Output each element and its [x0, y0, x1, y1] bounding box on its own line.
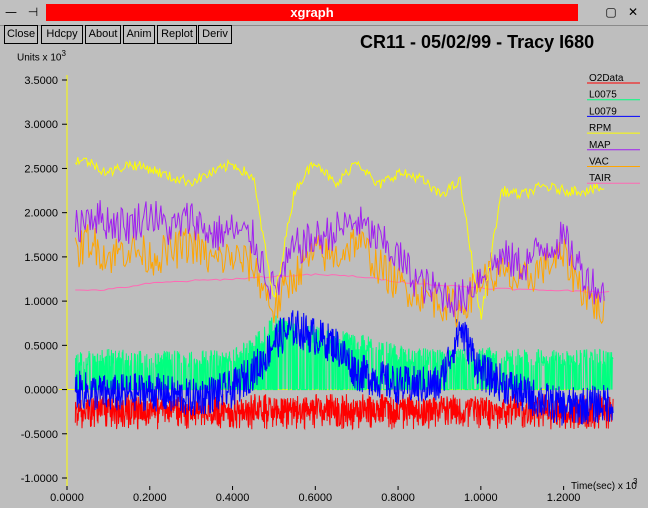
x-tick-label: 0.2000: [133, 492, 167, 504]
series-line-vac: [74, 224, 605, 328]
x-tick-label: 0.4000: [216, 492, 250, 504]
pin-icon[interactable]: ⊣: [27, 5, 39, 19]
series-line-o2data: [74, 393, 614, 431]
y-tick-label: 2.5000: [24, 163, 58, 175]
x-tick-label: 1.2000: [547, 492, 581, 504]
y-tick-label: 0.5000: [24, 340, 58, 352]
deriv-button[interactable]: Deriv: [198, 25, 232, 44]
x-tick-label: 0.8000: [381, 492, 415, 504]
series-line-tair: [75, 273, 610, 294]
window-titlebar: — ⊣ xgraph ▢ ✕: [0, 0, 648, 26]
hdcpy-button[interactable]: Hdcpy: [41, 25, 83, 44]
plot-title: CR11 - 05/02/99 - Tracy I680: [360, 32, 595, 52]
y-tick-label: 1.5000: [24, 252, 58, 264]
about-button[interactable]: About: [85, 25, 121, 44]
replot-button[interactable]: Replot: [157, 25, 197, 44]
x-tick-label: 1.0000: [464, 492, 498, 504]
y-units-label: Units x 103: [17, 49, 66, 64]
legend-label-rpm: RPM: [589, 123, 611, 134]
y-tick-label: -0.5000: [21, 429, 58, 441]
x-tick-label: 0.6000: [298, 492, 332, 504]
x-units-exp: 3: [633, 477, 638, 486]
series-line-map: [74, 200, 605, 318]
legend-label-l0075: L0075: [589, 90, 617, 101]
y-tick-label: 3.5000: [24, 75, 58, 87]
legend-label-tair: TAIR: [589, 173, 611, 184]
series-line-rpm: [74, 157, 605, 320]
close-button[interactable]: Close: [4, 25, 38, 44]
y-tick-label: 3.0000: [24, 119, 58, 131]
x-tick-label: 0.0000: [50, 492, 84, 504]
legend-label-o2data: O2Data: [589, 73, 624, 84]
anim-button[interactable]: Anim: [123, 25, 155, 44]
x-units-label: Time(sec) x 10: [571, 481, 637, 492]
legend-label-l0079: L0079: [589, 106, 617, 117]
y-tick-label: 2.0000: [24, 208, 58, 220]
close-window-icon[interactable]: ✕: [627, 5, 639, 19]
legend-label-vac: VAC: [589, 157, 609, 168]
y-tick-label: -1.0000: [21, 473, 58, 485]
window-title: xgraph: [46, 4, 578, 21]
maximize-icon[interactable]: ▢: [605, 5, 617, 19]
y-tick-label: 1.0000: [24, 296, 58, 308]
y-tick-label: 0.0000: [24, 385, 58, 397]
legend-label-map: MAP: [589, 140, 611, 151]
series-line-l0079: [74, 310, 614, 426]
minimize-icon[interactable]: —: [5, 5, 17, 19]
